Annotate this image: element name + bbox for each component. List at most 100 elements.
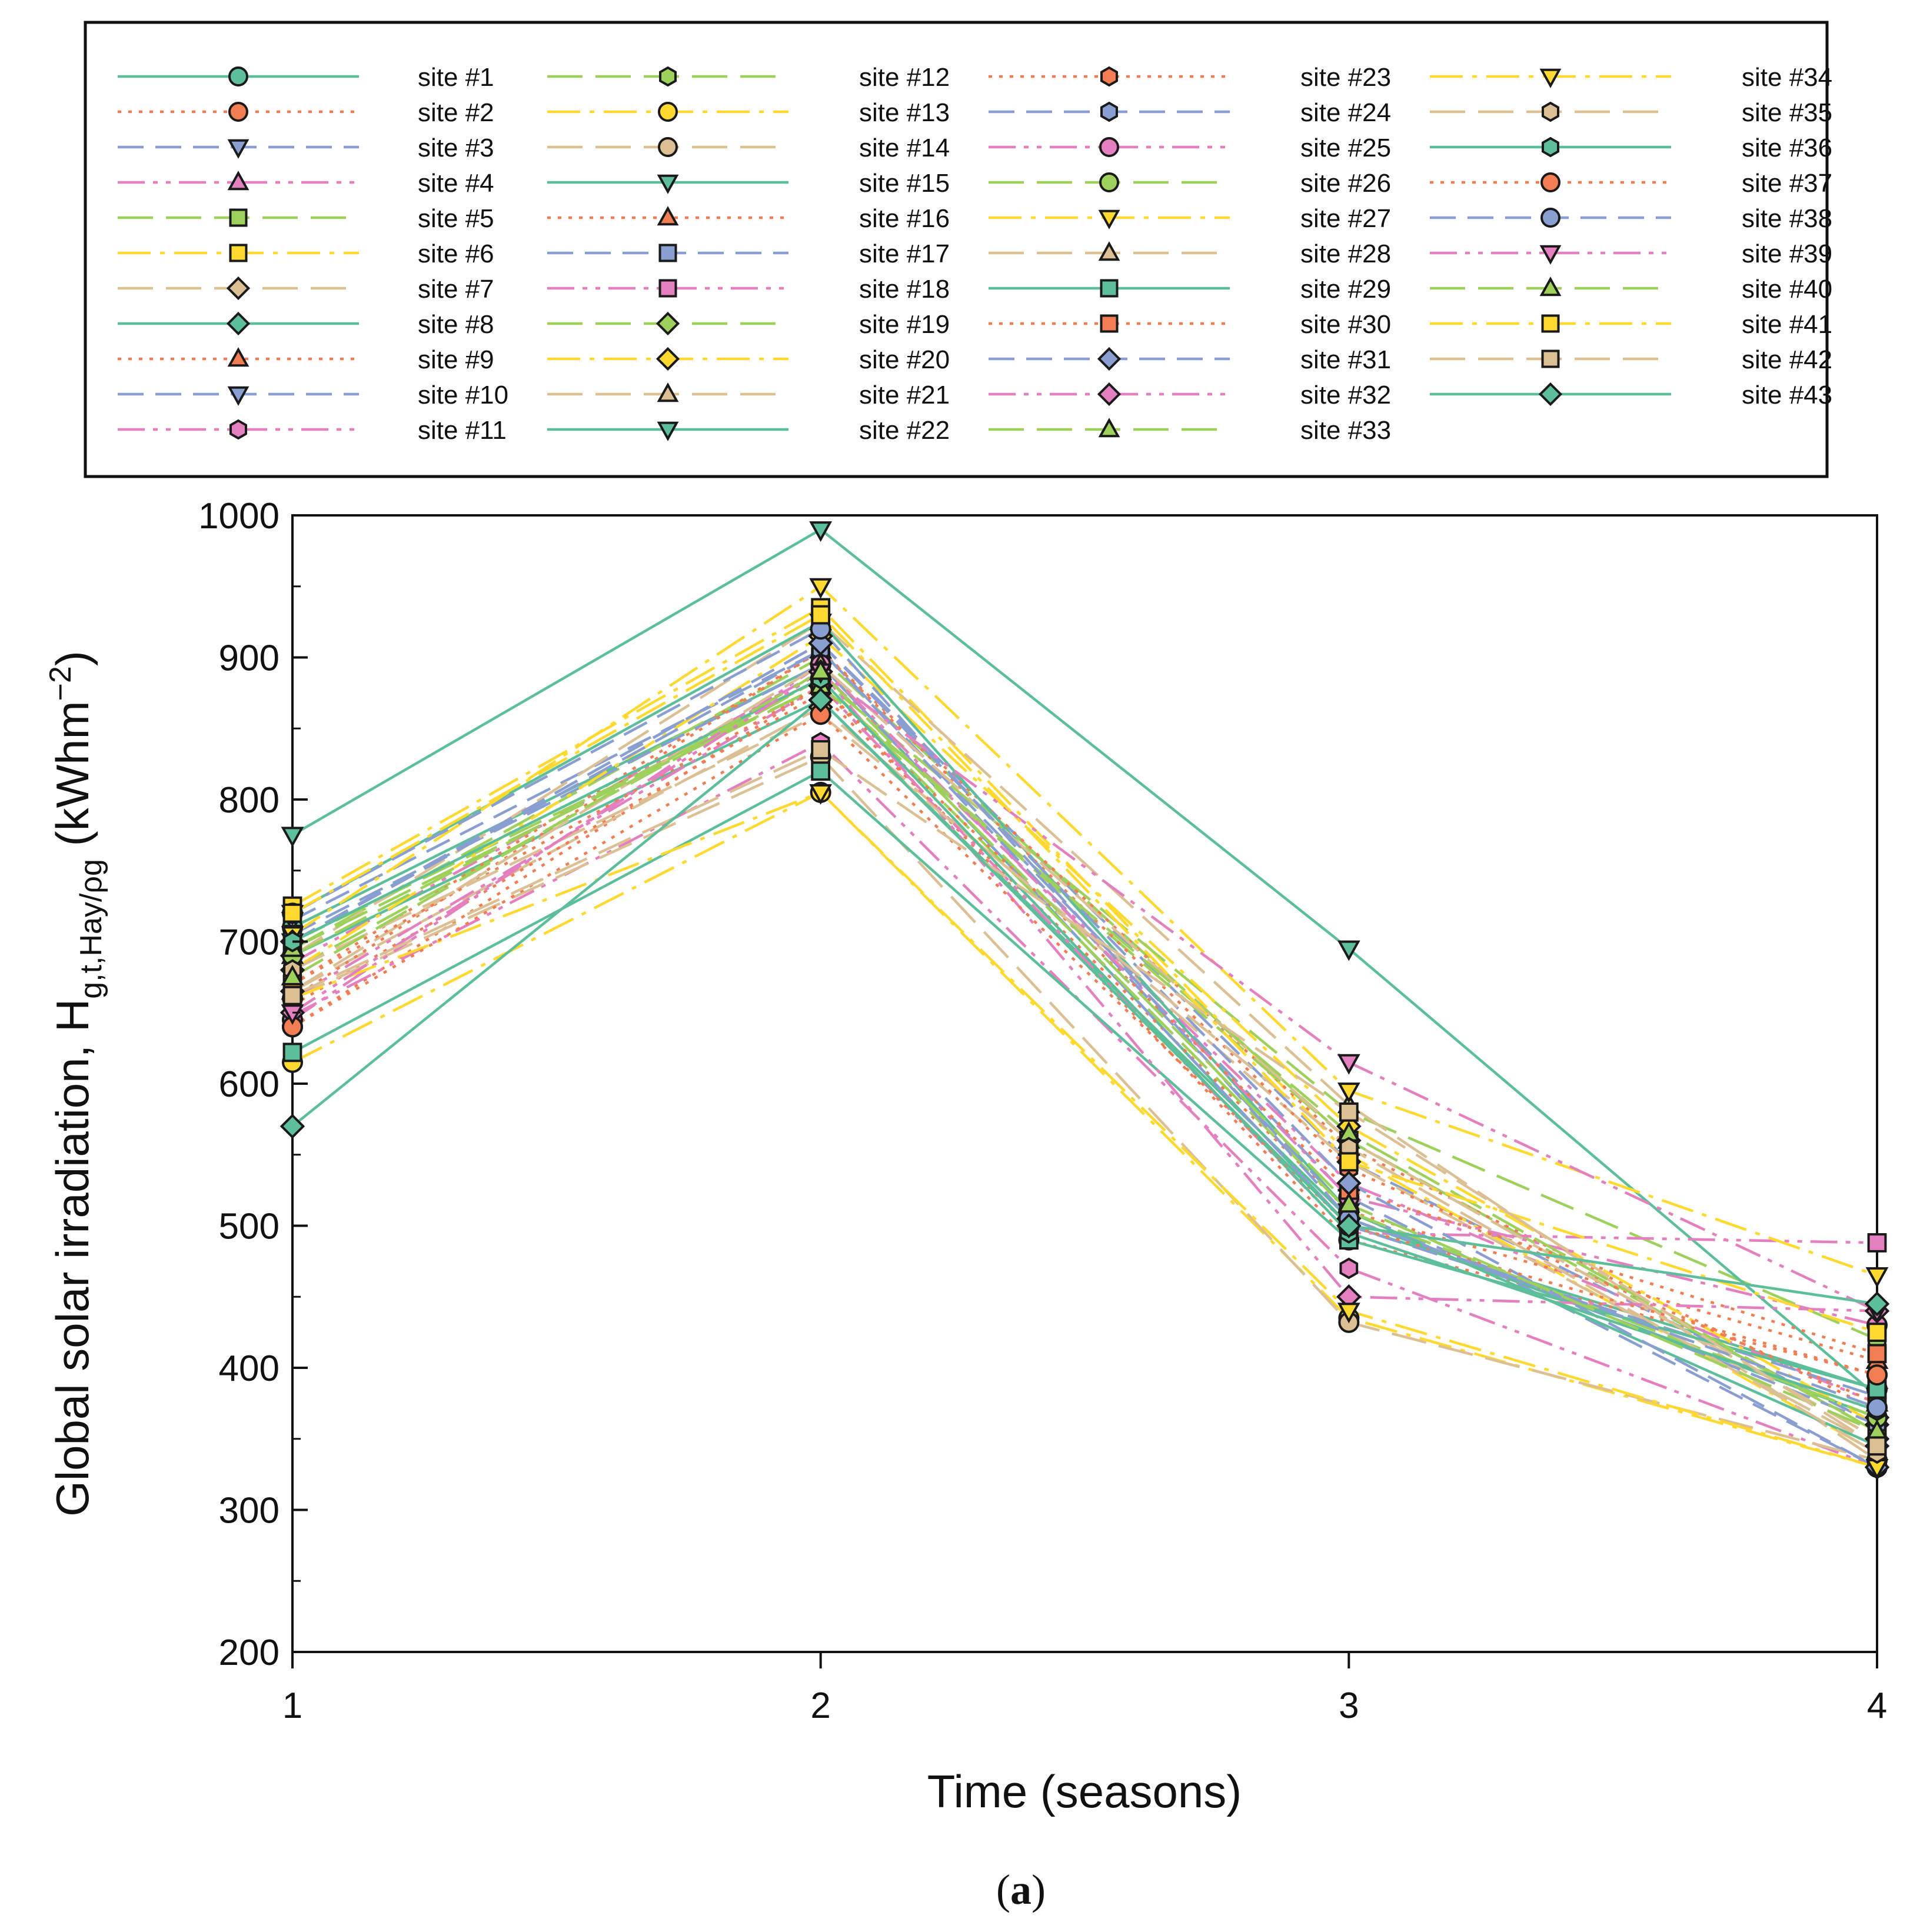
legend-marker [1100, 279, 1119, 298]
data-point-site-41-season-3 [1339, 1152, 1359, 1172]
data-point-site-43-season-4 [1864, 1291, 1890, 1317]
data-point-site-43-season-2 [808, 687, 833, 713]
legend-item-site-19: site #19 [547, 310, 950, 339]
legend-item-site-25: site #25 [989, 134, 1391, 162]
x-axis-title: Time (seasons) [927, 1766, 1242, 1817]
legend-label: site #22 [859, 416, 950, 445]
legend-marker [657, 174, 679, 194]
y-tick-label: 300 [219, 1491, 279, 1531]
legend-label: site #30 [1300, 310, 1391, 339]
series-line-site-28 [291, 663, 1878, 1440]
legend-label: site #29 [1300, 275, 1391, 304]
legend-marker [227, 386, 249, 406]
series-line-site-31 [291, 642, 1878, 1469]
legend-marker [227, 171, 249, 191]
legend-item-site-3: site #3 [118, 134, 494, 162]
legend-marker [1540, 208, 1560, 228]
legend-item-site-39: site #39 [1430, 239, 1832, 268]
legend-item-site-1: site #1 [118, 63, 494, 92]
series-line-site-39 [291, 670, 1878, 1313]
legend-item-site-27: site #27 [989, 204, 1391, 233]
legend-label: site #18 [859, 275, 950, 304]
legend-item-site-24: site #24 [989, 98, 1391, 127]
series-line-site-42 [292, 748, 1878, 1447]
data-point-site-27-season-2 [809, 578, 833, 599]
legend-item-site-23: site #23 [989, 63, 1391, 92]
series-line-site-14 [292, 755, 1878, 1462]
y-tick-label: 400 [219, 1348, 279, 1389]
legend-item-site-28: site #28 [989, 239, 1391, 268]
legend-label: site #14 [859, 134, 950, 162]
legend-marker [229, 208, 248, 227]
legend-label: site #25 [1300, 134, 1391, 162]
legend-item-site-36: site #36 [1430, 134, 1832, 162]
legend-item-site-11: site #11 [118, 416, 507, 445]
axes: 200 300 400 500 600 700 800 900 1000 1 2 3 4 [198, 496, 1887, 1726]
caption-letter: a [1010, 1866, 1031, 1913]
data-point-site-29-season-1 [282, 1042, 302, 1062]
legend-item-site-10: site #10 [118, 381, 508, 409]
legend: site #1 site #2 site #3 site #4 site #5 site … [118, 63, 1832, 445]
series-line-site-38 [291, 627, 1878, 1409]
legend-marker [658, 244, 677, 262]
data-point-site-11-season-3 [1339, 1257, 1359, 1280]
legend-item-site-4: site #4 [118, 169, 494, 198]
legend-item-site-38: site #38 [1430, 204, 1832, 233]
legend-marker [659, 66, 677, 87]
legend-marker [658, 279, 677, 298]
y-axis-title-unit-open: (kWhm [46, 701, 98, 859]
data-point-site-42-season-2 [811, 740, 831, 760]
data-point-site-41-season-2 [811, 605, 831, 625]
data-point-site-40-season-1 [281, 964, 304, 985]
legend-marker [1100, 101, 1118, 122]
legend-item-site-15: site #15 [547, 169, 950, 198]
legend-label: site #9 [418, 345, 494, 374]
y-tick-label: 800 [219, 780, 279, 821]
legend-item-site-29: site #29 [989, 275, 1391, 304]
legend-label: site #21 [859, 381, 950, 409]
legend-label: site #32 [1300, 381, 1391, 409]
legend-item-site-26: site #26 [989, 169, 1391, 198]
legend-marker [655, 311, 680, 336]
y-axis-title-subscript: g,t,Hay/ρg [74, 859, 108, 999]
legend-label: site #31 [1300, 345, 1391, 374]
legend-item-site-30: site #30 [989, 310, 1391, 339]
series-line-site-16 [291, 649, 1878, 1412]
data-point-site-15-season-3 [1337, 940, 1360, 961]
legend-label: site #10 [418, 381, 508, 409]
data-point-site-40-season-3 [1337, 1192, 1360, 1213]
legend-label: site #36 [1742, 134, 1832, 162]
legend-label: site #5 [418, 204, 494, 233]
series-line-site-13 [291, 791, 1878, 1469]
series-line-site-27 [291, 585, 1878, 1277]
data-point-site-42-season-3 [1339, 1102, 1359, 1122]
legend-label: site #20 [859, 345, 950, 374]
y-tick-label: 700 [219, 922, 279, 963]
plot-area [291, 514, 1878, 1653]
legend-marker [657, 382, 679, 402]
legend-label: site #39 [1742, 239, 1832, 268]
y-tick-label: 900 [219, 638, 279, 679]
legend-item-site-7: site #7 [118, 275, 494, 304]
legend-label: site #12 [859, 63, 950, 92]
data-point-site-27-season-4 [1865, 1267, 1889, 1288]
data-point-site-27-season-3 [1337, 1082, 1360, 1103]
data-point-site-42-season-4 [1867, 1436, 1887, 1456]
data-point-site-31-season-2 [808, 631, 833, 656]
x-tick-label: 1 [282, 1685, 302, 1726]
data-point-site-29-season-2 [811, 761, 831, 781]
legend-marker [228, 102, 248, 122]
legend-item-site-43: site #43 [1430, 381, 1832, 409]
legend-marker [1098, 209, 1120, 229]
legend-marker [1097, 382, 1122, 407]
caption-open: ( [996, 1866, 1010, 1913]
legend-marker [1541, 349, 1560, 368]
legend-label: site #11 [418, 416, 507, 445]
legend-item-site-16: site #16 [547, 204, 950, 233]
legend-marker [226, 311, 251, 336]
data-point-site-43-season-1 [279, 1114, 305, 1139]
legend-marker [1541, 314, 1560, 333]
legend-label: site #13 [859, 98, 950, 127]
legend-marker [1539, 277, 1562, 297]
